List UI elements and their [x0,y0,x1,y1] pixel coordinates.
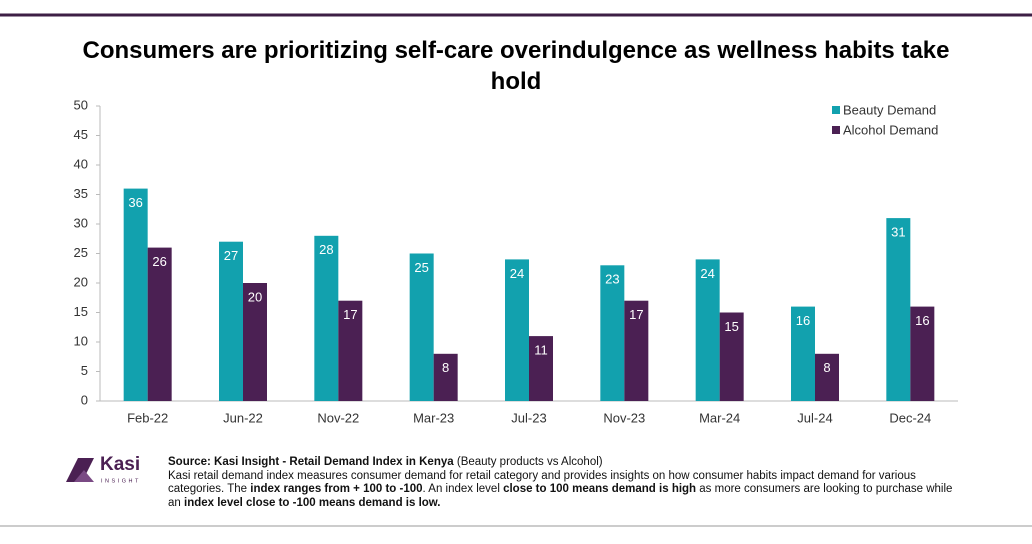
data-label: 26 [152,254,166,269]
bar [695,259,720,401]
data-label: 20 [248,289,262,304]
data-label: 27 [224,248,238,263]
bar [815,353,839,401]
data-label: 16 [796,313,810,328]
x-tick-label: Nov-22 [317,410,359,425]
bar [600,265,625,401]
logo-name: Kasi [100,454,140,475]
note-text: as more consumers are looking to purchas… [168,483,953,509]
data-label: 23 [605,272,619,287]
bar [791,306,815,401]
x-tick-label: Nov-23 [603,410,645,425]
y-tick-label: 25 [74,245,88,260]
y-tick-label: 50 [74,97,88,112]
legend-swatch [832,106,840,114]
x-tick-label: Jul-23 [511,410,546,425]
source-bold: Source: Kasi Insight - Retail Demand Ind… [168,456,454,468]
bar [243,283,267,401]
bar [338,300,363,401]
y-tick-label: 10 [74,333,88,348]
note-bold: index level close to -100 means demand i… [184,496,441,509]
data-label: 24 [510,266,524,281]
data-label: 17 [629,307,643,322]
y-tick-label: 20 [74,274,88,289]
x-tick-label: Jun-22 [223,410,263,425]
y-tick-label: 30 [74,215,88,230]
bar [314,235,339,401]
bar [219,241,243,401]
bar [910,306,935,401]
logo-tagline: INSIGHT [101,478,141,484]
y-tick-label: 40 [74,156,88,171]
data-label: 16 [915,313,929,328]
source: Source: Kasi Insight - Retail Demand Ind… [168,456,958,470]
bar [409,253,434,401]
note-bold: close to 100 means demand is high [503,483,697,495]
footnote: Source: Kasi Insight - Retail Demand Ind… [168,456,958,510]
bar [505,259,529,401]
data-label: 15 [724,319,738,334]
note-text: . An index level [422,483,504,495]
x-tick-label: Jul-24 [797,410,832,425]
legend-label: Beauty Demand [843,102,936,117]
bar [529,336,553,401]
bar [624,300,649,401]
y-tick-label: 15 [74,304,88,319]
y-tick-label: 35 [74,186,88,201]
data-label: 24 [700,266,714,281]
data-label: 28 [319,242,333,257]
x-tick-label: Feb-22 [127,410,168,425]
y-tick-label: 0 [81,392,88,407]
data-label: 25 [414,260,428,275]
bar [123,188,148,401]
x-tick-label: Mar-24 [699,410,740,425]
y-tick-label: 5 [81,363,88,378]
bar [433,353,458,401]
legend-label: Alcohol Demand [843,122,938,137]
note-text: Kasi retail demand index measures consum… [168,469,916,496]
data-label: 8 [442,360,449,375]
note: Kasi retail demand index measures consum… [168,470,958,511]
data-label: 11 [534,343,548,358]
x-tick-label: Mar-23 [413,410,454,425]
legend-swatch [832,126,840,134]
source-text: (Beauty products vs Alcohol) [456,456,603,468]
data-label: 31 [891,225,905,240]
note-bold: index ranges from + 100 to -100 [250,483,423,495]
data-label: 36 [128,195,142,210]
y-tick-label: 45 [74,127,88,142]
data-label: 8 [823,360,830,375]
logo-mark: Kasi INSIGHT [66,454,141,484]
chart-title: Consumers are prioritizing self-care ove… [83,37,950,95]
logo: Kasi INSIGHT [64,452,159,492]
bar [886,218,911,401]
bar [147,247,172,401]
bar [719,312,744,401]
x-tick-label: Dec-24 [889,410,931,425]
data-label: 17 [343,307,357,322]
